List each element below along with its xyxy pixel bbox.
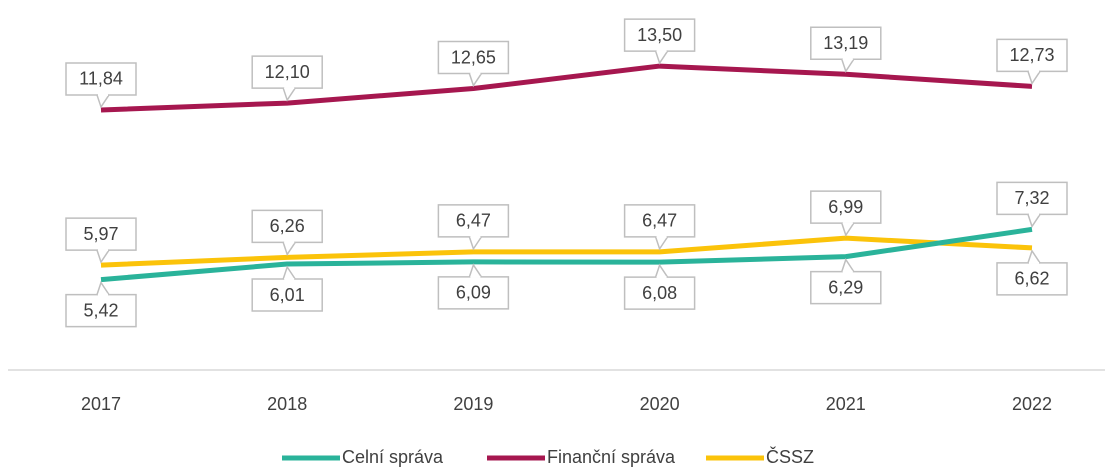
data-label: 6,47 [642,211,677,231]
label-pointer [282,265,296,280]
data-label: 13,19 [823,33,868,53]
data-label: 13,50 [637,25,682,45]
label-pointer [282,241,296,257]
label-pointer [654,263,669,278]
data-label: 12,65 [451,47,496,67]
data-label: 6,08 [642,283,677,303]
label-callout [437,276,510,310]
x-tick-label: 2018 [267,394,307,414]
x-tick-label: 2022 [1012,394,1052,414]
label-callout [251,278,323,312]
label-callout [996,38,1068,73]
label-pointer [841,257,855,273]
label-callout [996,181,1068,216]
series-line [100,226,1033,283]
data-label: 5,42 [83,300,118,320]
label-pointer [841,222,855,237]
label-callout [65,62,137,96]
label-pointer [468,73,483,88]
x-tick-label: 2021 [826,394,866,414]
label-callout [65,217,137,251]
data-label: 6,01 [270,285,305,305]
data-label: 6,09 [456,283,491,303]
label-pointer [654,236,669,251]
series-line [100,235,1033,268]
label-callout [623,18,696,52]
data-label: 6,62 [1014,269,1049,289]
x-tick-label: 2017 [81,394,121,414]
legend-label: ČSSZ [766,446,814,467]
label-pointer [468,263,483,278]
label-pointer [654,50,669,65]
x-tick-label: 2019 [453,394,493,414]
data-label: 11,84 [79,69,123,89]
data-label: 6,99 [828,197,863,217]
label-pointer [96,280,110,296]
data-label: 6,47 [456,211,491,231]
data-label: 5,97 [83,224,118,244]
data-label: 7,32 [1014,188,1049,208]
label-callout [996,262,1068,296]
legend-label: Celní správa [342,447,444,467]
label-callout [437,204,510,238]
label-callout [810,190,882,224]
label-pointer [1027,213,1041,229]
label-callout [65,293,137,328]
legend-label: Finanční správa [547,447,676,467]
label-callout [623,276,696,310]
label-pointer [1027,249,1041,264]
label-callout [810,26,882,61]
label-callout [251,55,323,89]
label-pointer [1027,71,1041,86]
label-pointer [96,94,110,109]
data-label: 12,10 [265,62,310,82]
data-label: 6,29 [828,277,863,297]
label-pointer [96,249,110,264]
label-pointer [841,58,855,73]
label-callout [810,270,882,305]
data-label: 12,73 [1009,45,1054,65]
series-line [100,63,1033,113]
label-pointer [282,87,296,102]
x-tick-label: 2020 [640,394,680,414]
label-callout [623,204,696,238]
label-callout [251,209,323,244]
data-label: 6,26 [270,216,305,236]
label-pointer [468,236,483,251]
label-callout [437,40,510,75]
